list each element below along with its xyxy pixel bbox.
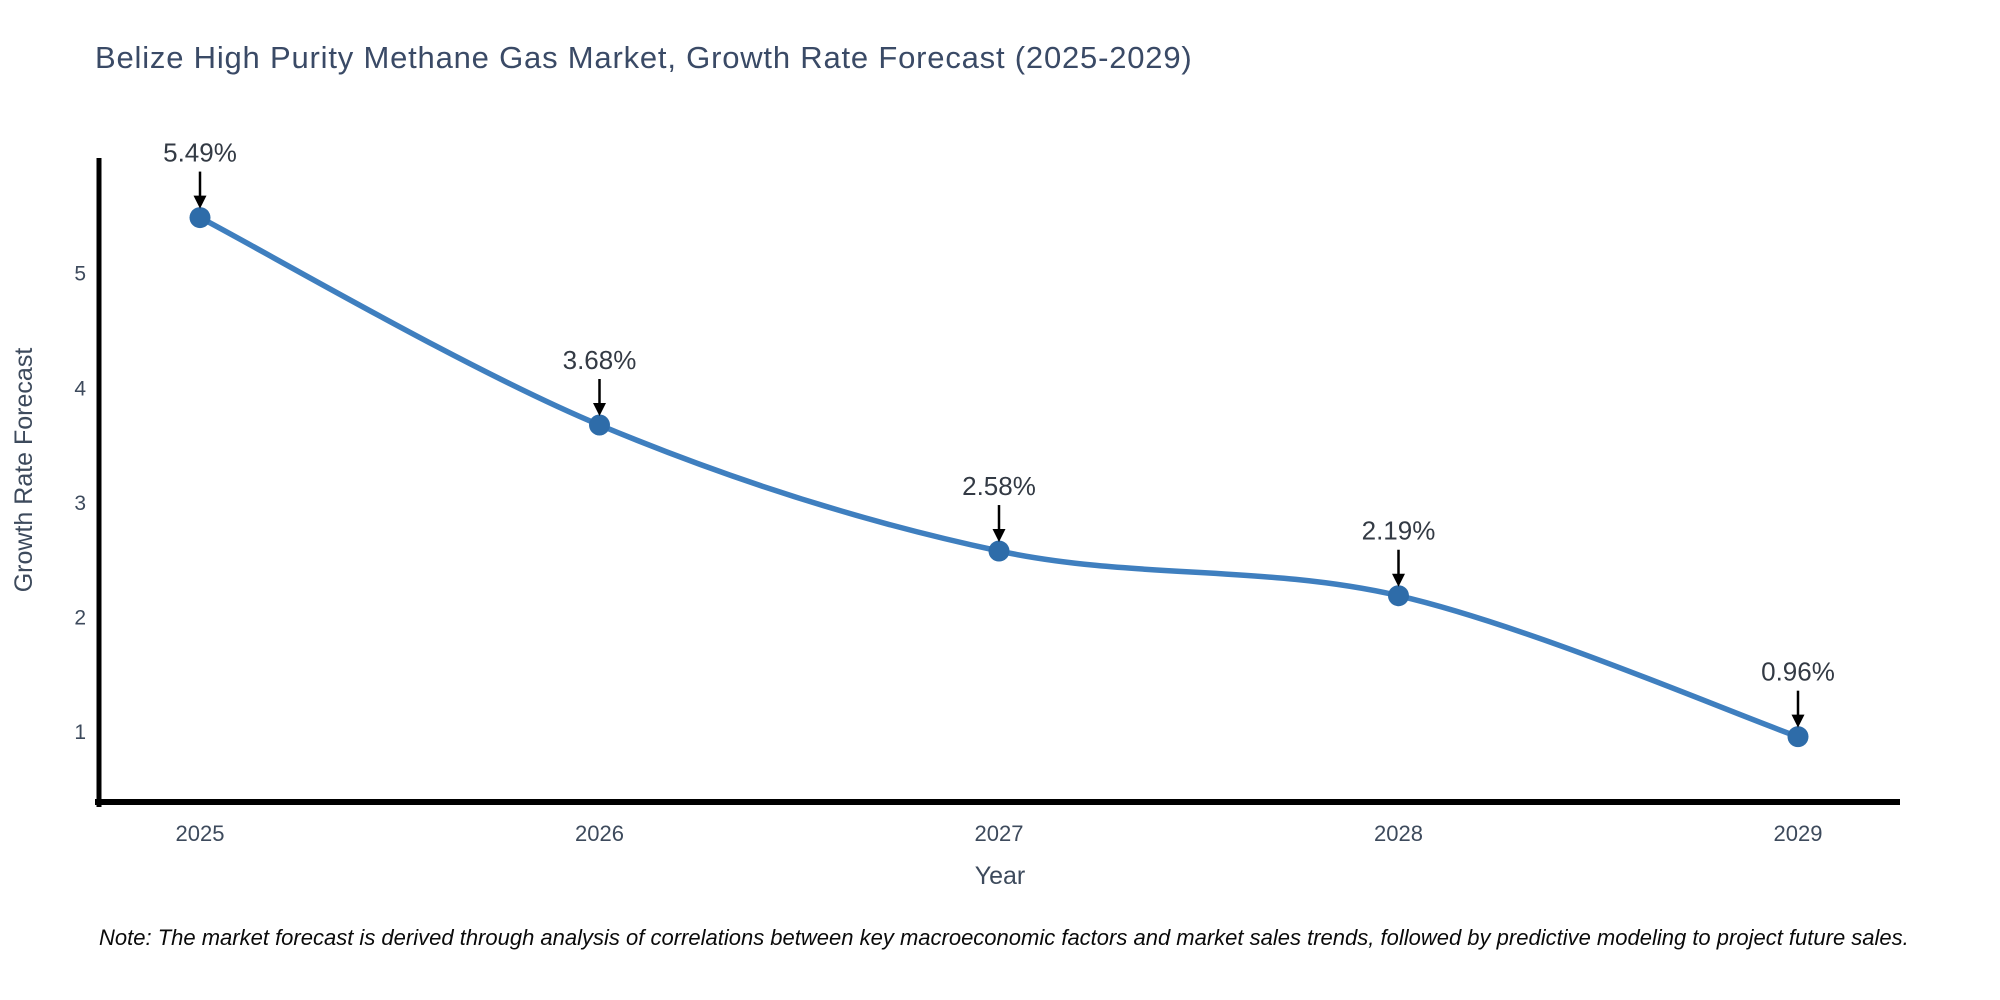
data-point-2025[interactable] — [189, 207, 211, 229]
annotation-label: 3.68% — [563, 345, 637, 375]
x-tick-label: 2029 — [1774, 821, 1823, 846]
annotation-arrowhead-icon — [1791, 714, 1805, 728]
data-point-2026[interactable] — [589, 414, 610, 436]
x-tick-label: 2027 — [975, 821, 1024, 846]
y-axis-line — [96, 158, 102, 807]
x-axis-title: Year — [975, 862, 1026, 890]
chart-title: Belize High Purity Methane Gas Market, G… — [95, 40, 1193, 75]
annotation-2026: 3.68% — [563, 345, 637, 416]
y-tick-label: 5 — [74, 263, 86, 286]
annotation-label: 2.58% — [962, 471, 1036, 501]
y-tick-label: 3 — [74, 492, 86, 515]
annotation-arrowhead-icon — [992, 529, 1006, 543]
annotation-2025: 5.49% — [163, 138, 237, 209]
annotation-2028: 2.19% — [1362, 516, 1436, 587]
y-tick-label: 2 — [74, 607, 86, 630]
y-axis-title: Growth Rate Forecast — [10, 348, 38, 593]
x-axis-line — [95, 799, 1900, 805]
y-tick-label: 1 — [74, 721, 86, 744]
x-tick-label: 2026 — [575, 821, 624, 846]
annotation-2027: 2.58% — [962, 471, 1036, 543]
x-tick-label: 2028 — [1374, 821, 1423, 846]
annotation-label: 0.96% — [1761, 657, 1835, 687]
annotation-2029: 0.96% — [1761, 657, 1835, 728]
data-point-2028[interactable] — [1388, 585, 1409, 607]
annotation-arrowhead-icon — [1392, 573, 1405, 587]
data-point-2027[interactable] — [988, 540, 1010, 562]
annotation-arrowhead-icon — [193, 195, 207, 209]
annotation-label: 2.19% — [1362, 516, 1436, 546]
x-tick-label: 2025 — [176, 821, 225, 846]
footnote: Note: The market forecast is derived thr… — [99, 925, 1909, 950]
annotation-label: 5.49% — [163, 138, 237, 168]
annotation-arrowhead-icon — [593, 402, 606, 416]
y-tick-label: 4 — [74, 377, 86, 400]
data-point-2029[interactable] — [1787, 726, 1809, 748]
